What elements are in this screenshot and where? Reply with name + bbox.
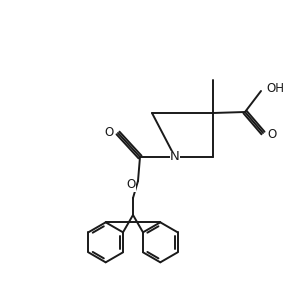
Text: N: N bbox=[170, 151, 180, 164]
Text: O: O bbox=[127, 179, 136, 192]
Text: OH: OH bbox=[266, 82, 284, 96]
Text: O: O bbox=[105, 126, 114, 139]
Text: O: O bbox=[267, 128, 276, 141]
